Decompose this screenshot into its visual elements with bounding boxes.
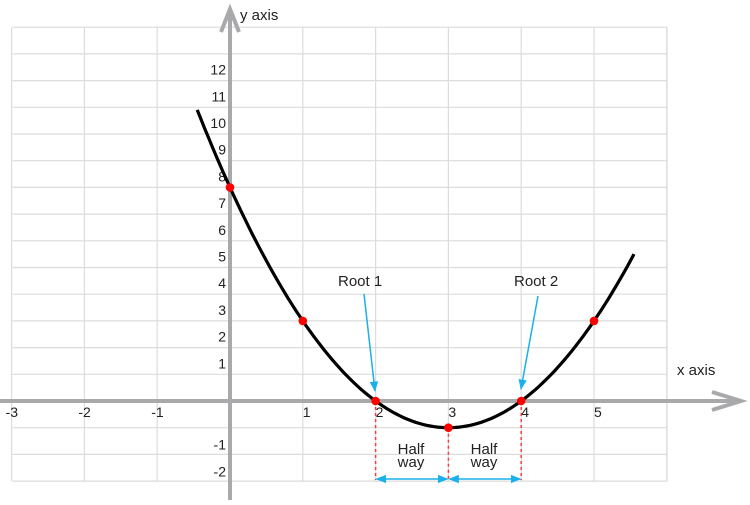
data-points xyxy=(225,183,599,433)
y-tick-label: 11 xyxy=(211,88,226,104)
root1-arrow-icon xyxy=(363,293,379,393)
y-tick-label: 4 xyxy=(218,275,226,291)
y-tick-label: -2 xyxy=(214,463,227,479)
root1-label: Root 1 xyxy=(338,273,382,290)
x-tick-label: 3 xyxy=(448,404,456,420)
halfway-right-label-line1: Half xyxy=(471,441,499,458)
x-tick-label: -2 xyxy=(78,404,91,420)
root2-arrow-icon xyxy=(518,295,539,391)
y-tick-label: 10 xyxy=(210,115,226,131)
y-tick-label: 8 xyxy=(218,168,226,184)
axes xyxy=(0,3,748,500)
parabola-curve xyxy=(195,109,636,430)
y-tick-label: 9 xyxy=(218,142,226,158)
data-point xyxy=(371,396,380,406)
x-tick-label: 4 xyxy=(521,404,529,420)
y-tick-label: 5 xyxy=(218,249,226,265)
data-point xyxy=(225,183,235,192)
data-point xyxy=(516,396,526,406)
root2-label: Root 2 xyxy=(514,273,558,290)
x-axis-title: x axis xyxy=(677,362,715,379)
parabola-path xyxy=(195,109,636,430)
halfway-right-label-line2: way xyxy=(470,454,498,471)
root-annotations xyxy=(363,293,539,393)
y-tick-label: 2 xyxy=(218,329,226,345)
y-tick-label: 1 xyxy=(218,355,226,371)
y-axis-title: y axis xyxy=(240,7,278,24)
y-axis-arrow-icon xyxy=(219,3,241,33)
y-tick-label: 7 xyxy=(218,195,226,211)
data-point xyxy=(589,316,599,326)
y-tick-label: 3 xyxy=(218,302,226,318)
y-tick-label: 6 xyxy=(218,222,226,238)
data-point xyxy=(298,316,308,326)
x-tick-label: 1 xyxy=(303,404,311,420)
x-tick-label: 5 xyxy=(594,404,602,420)
data-point xyxy=(444,423,453,433)
x-tick-label: -1 xyxy=(151,404,164,420)
halfway-annotations xyxy=(374,401,522,484)
x-tick-label: -3 xyxy=(6,404,19,420)
x-axis-arrow-icon xyxy=(711,390,748,412)
y-tick-label: -1 xyxy=(214,437,227,453)
y-tick-label: 12 xyxy=(210,62,226,78)
halfway-left-label-line1: Half xyxy=(398,441,426,458)
grid-lines xyxy=(11,26,668,482)
halfway-left-label-line2: way xyxy=(397,454,425,471)
x-tick-label: 2 xyxy=(376,404,384,420)
